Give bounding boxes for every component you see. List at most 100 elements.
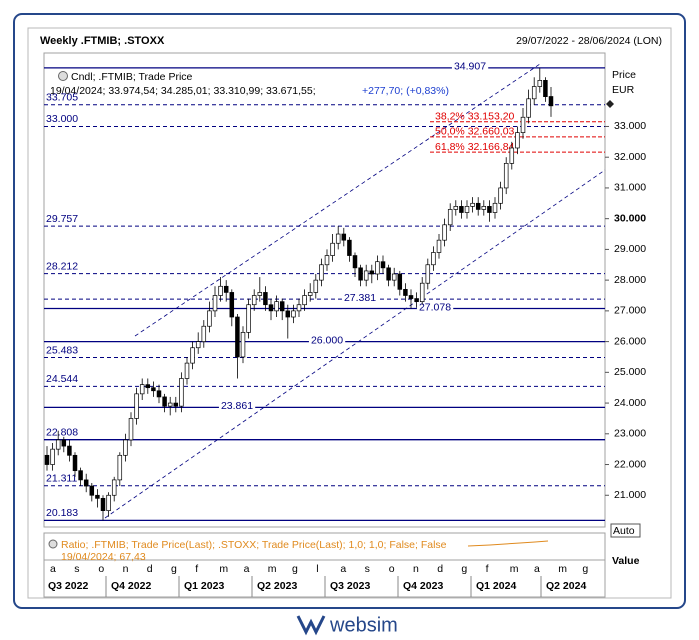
- channel-lower: [104, 169, 606, 519]
- y-tick-label: 26.000: [614, 335, 646, 347]
- quarter-label: Q4 2022: [111, 580, 151, 592]
- candle-body: [419, 282, 425, 302]
- channel-upper: [134, 63, 541, 337]
- candle-body: [246, 304, 251, 333]
- candle-body: [78, 470, 83, 481]
- candle-body: [397, 273, 403, 290]
- month-label: o: [389, 563, 395, 575]
- level-label: 22.808: [46, 426, 78, 438]
- candle-body: [274, 301, 279, 312]
- candle-body: [212, 295, 218, 312]
- quarter-label: Q3 2022: [48, 580, 88, 592]
- y-tick-label: 31.000: [614, 182, 646, 194]
- candle-body: [195, 341, 201, 349]
- candle-body: [83, 479, 89, 487]
- logo-icon: [296, 615, 326, 636]
- y-tick-label: 23.000: [614, 428, 646, 440]
- candle-body: [285, 310, 291, 318]
- y-tick-label: 32.000: [614, 151, 646, 163]
- month-label: g: [582, 563, 588, 575]
- legend-icon: [58, 71, 68, 81]
- month-label: f: [486, 563, 489, 575]
- candle-body: [470, 202, 475, 207]
- last-marker: [606, 100, 614, 108]
- level-label: 33.705: [46, 92, 78, 104]
- y-tick-label: 29.000: [614, 243, 646, 255]
- candle-body: [291, 310, 296, 318]
- candle-body: [319, 264, 324, 281]
- level-label: 34.907: [454, 61, 486, 73]
- month-label: g: [461, 563, 467, 575]
- candle-body: [184, 362, 190, 379]
- candle-body: [363, 270, 369, 281]
- candle-body: [240, 332, 246, 358]
- plot-area: [43, 52, 606, 528]
- candle-body: [134, 393, 139, 419]
- level-label-bg: [416, 301, 454, 314]
- candle-body: [403, 289, 408, 296]
- candle-body: [156, 390, 162, 398]
- candle-body: [503, 162, 509, 189]
- ratio-panel: [43, 532, 606, 561]
- candle-body: [515, 132, 520, 149]
- candle-body: [414, 298, 419, 302]
- candle-body: [223, 285, 229, 293]
- y-tick-label: 24.000: [614, 397, 646, 409]
- candle-body: [464, 206, 470, 213]
- y-tick-label: 21.000: [614, 489, 646, 501]
- month-label: m: [219, 563, 228, 575]
- candle-body: [95, 494, 100, 499]
- month-label: f: [195, 563, 198, 575]
- legend-last: 19/04/2024; 33.974,54; 34.285,01; 33.310…: [50, 85, 316, 97]
- fib-label: 38,2% 33.153,20: [435, 111, 515, 123]
- candle-body: [481, 206, 487, 210]
- candle-body: [139, 384, 145, 395]
- candle-body: [335, 233, 341, 244]
- candle-body: [173, 402, 179, 407]
- candle-body: [386, 267, 391, 281]
- candle-body: [380, 261, 386, 269]
- scale-mode: Auto: [613, 525, 635, 537]
- month-label: m: [510, 563, 519, 575]
- candle-body: [44, 454, 50, 465]
- candle-body: [341, 233, 347, 241]
- month-label: g: [292, 563, 298, 575]
- level-label: 26.000: [311, 334, 343, 346]
- candle-body: [447, 209, 453, 226]
- candle-body: [179, 378, 184, 407]
- candle-body: [89, 485, 95, 496]
- y-tick-label: 30.000: [614, 212, 646, 224]
- quarter-label: Q3 2023: [330, 580, 370, 592]
- candle-body: [229, 292, 235, 318]
- candle-body: [459, 206, 464, 213]
- candle-body: [425, 264, 431, 284]
- candle-body: [106, 494, 111, 511]
- candle-body: [162, 396, 167, 407]
- candle-body: [218, 285, 223, 296]
- level-label-bg: [218, 400, 256, 413]
- month-label: s: [74, 563, 79, 575]
- candle-body: [313, 279, 319, 293]
- candle-body: [235, 316, 240, 358]
- candle-body: [50, 448, 55, 465]
- month-label: a: [340, 563, 346, 575]
- candle-body: [330, 242, 335, 256]
- candle-body: [128, 418, 134, 441]
- candle-body: [487, 206, 492, 213]
- axis-label: EUR: [612, 84, 635, 96]
- candle-body: [391, 273, 397, 281]
- level-label: 21.311: [46, 472, 77, 484]
- y-tick-label: 28.000: [614, 274, 646, 286]
- candle-body: [257, 292, 263, 296]
- month-label: o: [98, 563, 104, 575]
- candle-body: [302, 295, 307, 306]
- candle-body: [268, 304, 274, 312]
- ratio-line: [467, 540, 549, 547]
- quarter-label: Q4 2023: [403, 580, 443, 592]
- legend-change: +277,70; (+0,83%): [362, 85, 449, 97]
- candle-body: [492, 202, 498, 213]
- candle-body: [72, 454, 78, 472]
- month-label: a: [534, 563, 540, 575]
- candle-body: [307, 292, 313, 296]
